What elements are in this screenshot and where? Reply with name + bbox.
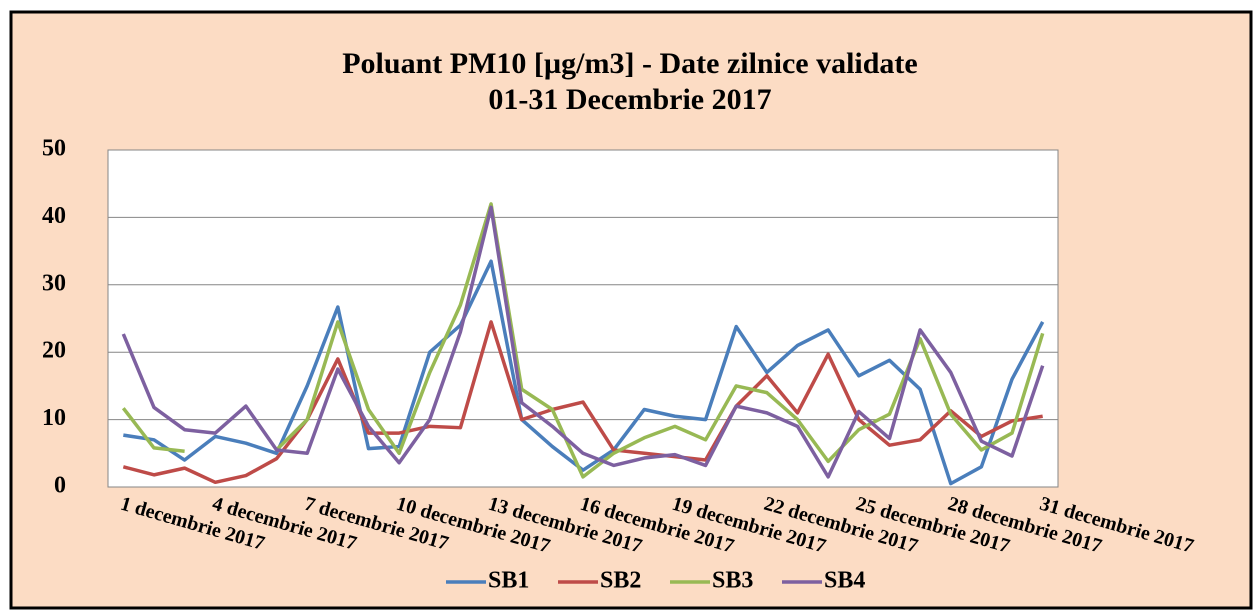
y-tick-label: 0 <box>54 473 66 499</box>
y-tick-label: 30 <box>42 270 66 296</box>
legend-label: SB1 <box>488 568 529 594</box>
y-tick-label: 10 <box>42 405 66 431</box>
legend-label: SB3 <box>712 568 753 594</box>
series-line <box>121 205 1045 479</box>
series-line <box>122 320 1043 485</box>
series-line <box>123 259 1045 486</box>
plot-border <box>107 149 1059 488</box>
plot-area <box>108 150 1058 487</box>
y-tick-label: 40 <box>42 203 66 229</box>
y-tick-label: 50 <box>42 136 66 162</box>
legend-label: SB2 <box>600 568 641 594</box>
legend-label: SB4 <box>824 568 865 594</box>
chart-subtitle: 01-31 Decembrie 2017 <box>488 83 771 116</box>
chart-title: Poluant PM10 [µg/m3] - Date zilnice vali… <box>342 47 918 80</box>
y-tick-label: 20 <box>42 338 66 364</box>
